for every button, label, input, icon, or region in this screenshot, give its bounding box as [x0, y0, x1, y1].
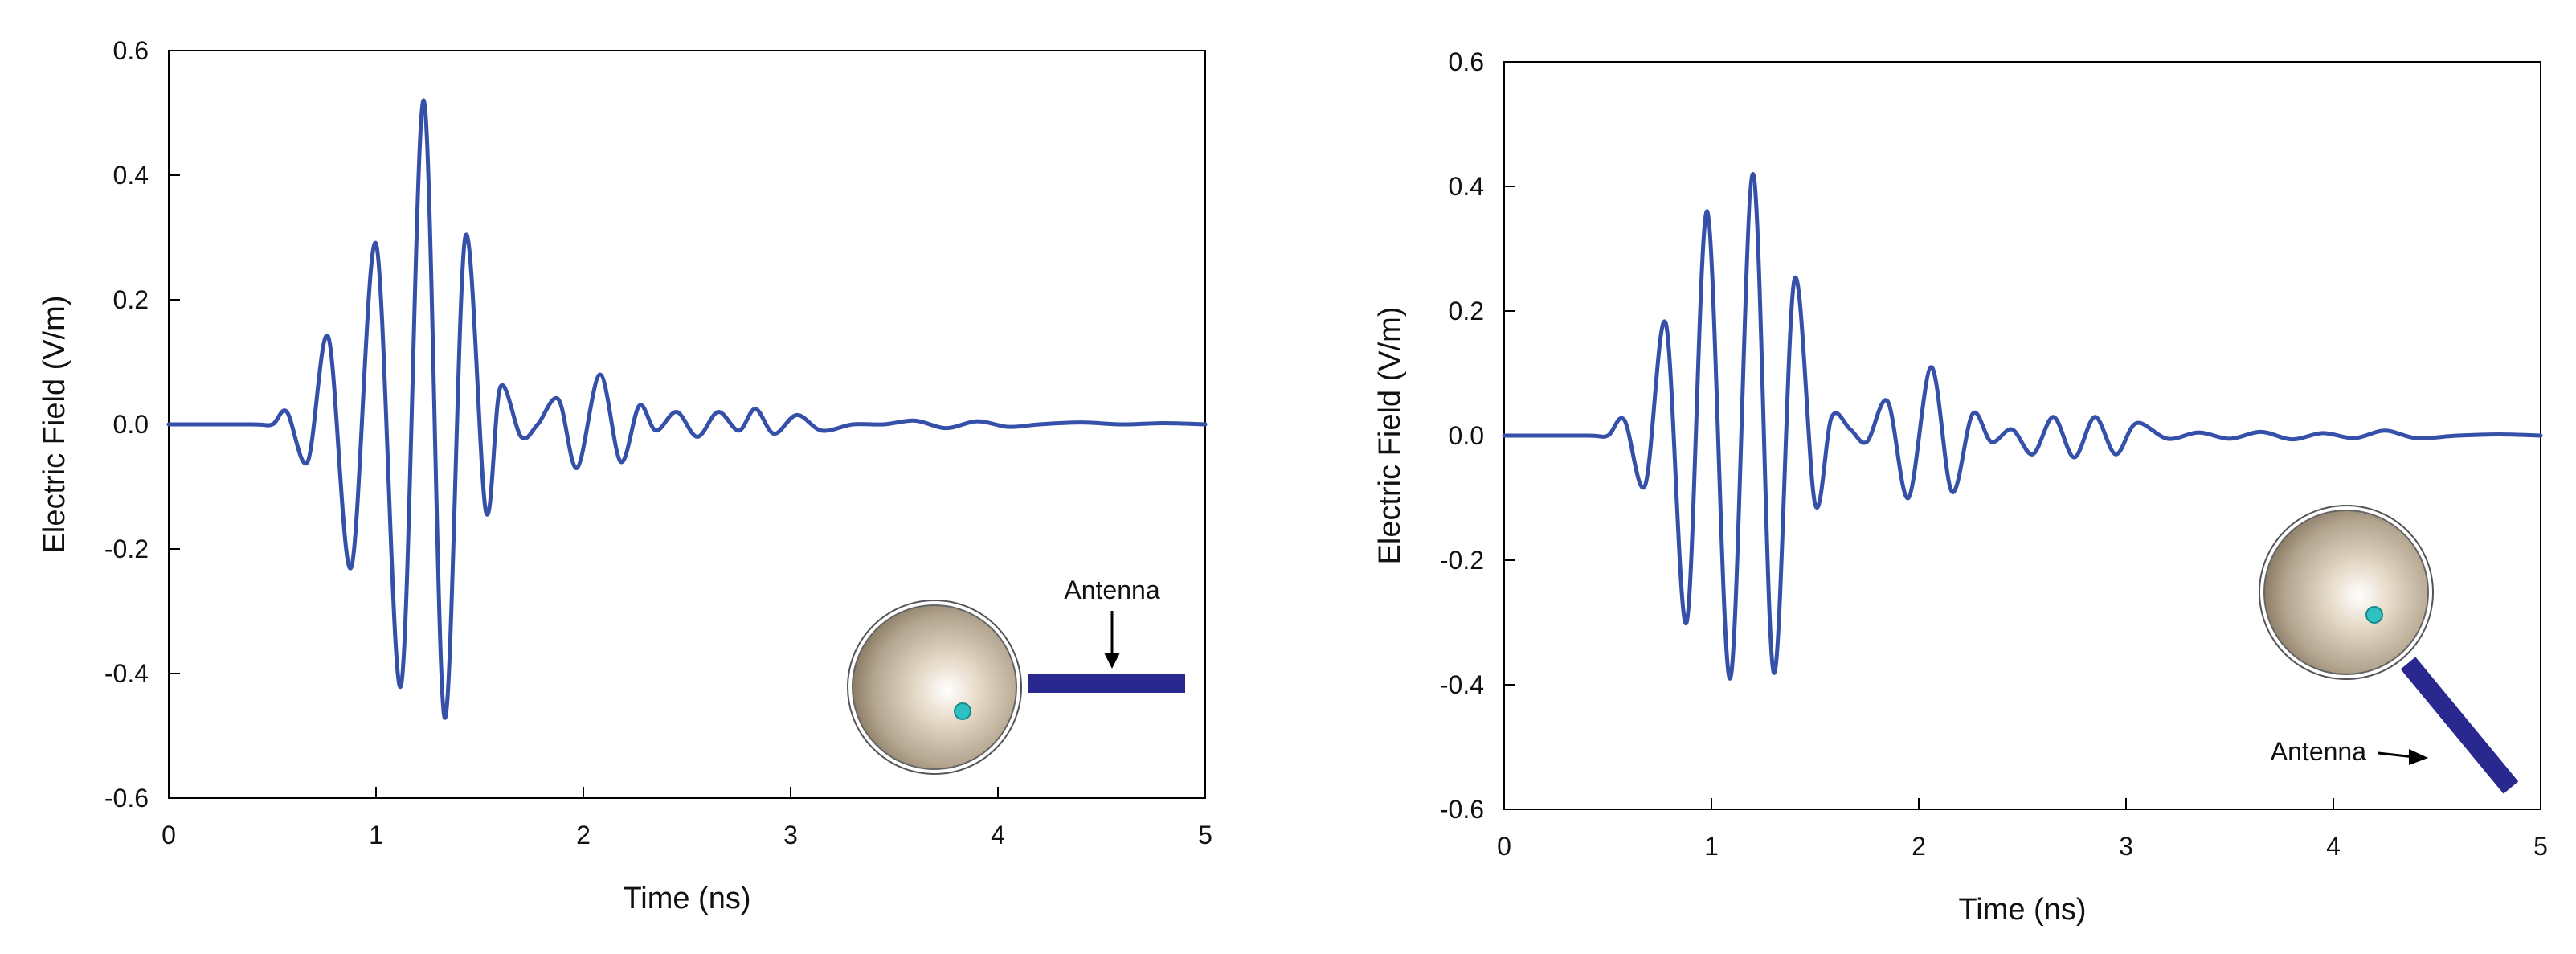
- x-tick-label: 0: [162, 821, 176, 850]
- x-tick-label: 1: [369, 821, 383, 850]
- sphere-outline: [2259, 505, 2434, 680]
- antenna-bar: [1028, 674, 1185, 693]
- chart-left: 0 1 2 3 4 5 0.6 0.4 0.2 0.0 -0.2 -0.4 -0…: [38, 36, 1212, 915]
- y-tick-label: 0.6: [113, 36, 149, 65]
- x-axis-title: Time (ns): [1958, 893, 2086, 927]
- y-tick-label: 0.2: [1449, 297, 1484, 326]
- sphere-outline: [847, 600, 1022, 775]
- x-tick-label: 3: [2119, 832, 2133, 861]
- y-axis-title: Electric Field (V/m): [38, 296, 72, 554]
- y-axis-title: Electric Field (V/m): [1373, 307, 1407, 565]
- chart-right: 0 1 2 3 4 5 0.6 0.4 0.2 0.0 -0.2 -0.4 -0…: [1373, 47, 2548, 927]
- y-tick-label: -0.6: [1440, 795, 1484, 824]
- x-tick-label: 2: [576, 821, 591, 850]
- y-tick-label: 0.0: [1449, 421, 1484, 450]
- x-axis-title: Time (ns): [623, 882, 750, 915]
- y-tick-label: -0.4: [104, 659, 149, 688]
- x-tick-label: 1: [1704, 832, 1719, 861]
- y-tick-label: 0.0: [113, 410, 149, 439]
- x-axis-ticks: [1503, 798, 2541, 809]
- x-tick-label: 3: [783, 821, 798, 850]
- plot-frame: [1503, 61, 2541, 810]
- x-axis-ticks: [168, 787, 1206, 798]
- sphere: [2263, 510, 2429, 675]
- y-tick-label: -0.6: [104, 784, 149, 813]
- x-tick-label: 5: [2533, 832, 2548, 861]
- y-tick-label: -0.2: [104, 534, 149, 563]
- y-tick-label: 0.2: [113, 285, 149, 314]
- x-tick-label: 5: [1198, 821, 1212, 850]
- x-tick-label: 4: [2326, 832, 2341, 861]
- antenna-arrow: [2378, 751, 2415, 759]
- y-tick-label: 0.4: [113, 161, 149, 190]
- y-tick-label: 0.4: [1449, 172, 1484, 201]
- source-dot: [2365, 606, 2383, 624]
- x-tick-label: 4: [991, 821, 1005, 850]
- x-tick-label: 2: [1912, 832, 1926, 861]
- y-tick-label: 0.6: [1449, 47, 1484, 76]
- antenna-bar: [2400, 657, 2519, 794]
- arrowhead: [1104, 653, 1120, 669]
- antenna-inset: Antenna: [2259, 505, 2519, 794]
- y-tick-label: -0.4: [1440, 670, 1484, 699]
- source-dot: [954, 702, 971, 720]
- signal-line: [166, 98, 1208, 720]
- signal-line: [1502, 171, 2543, 681]
- arrowhead: [2409, 749, 2428, 765]
- x-tick-label: 0: [1497, 832, 1511, 861]
- sphere: [852, 604, 1017, 770]
- antenna-inset: Antenna: [847, 575, 1185, 775]
- antenna-label: Antenna: [1064, 575, 1159, 604]
- y-tick-label: -0.2: [1440, 546, 1484, 575]
- antenna-label: Antenna: [2271, 737, 2366, 766]
